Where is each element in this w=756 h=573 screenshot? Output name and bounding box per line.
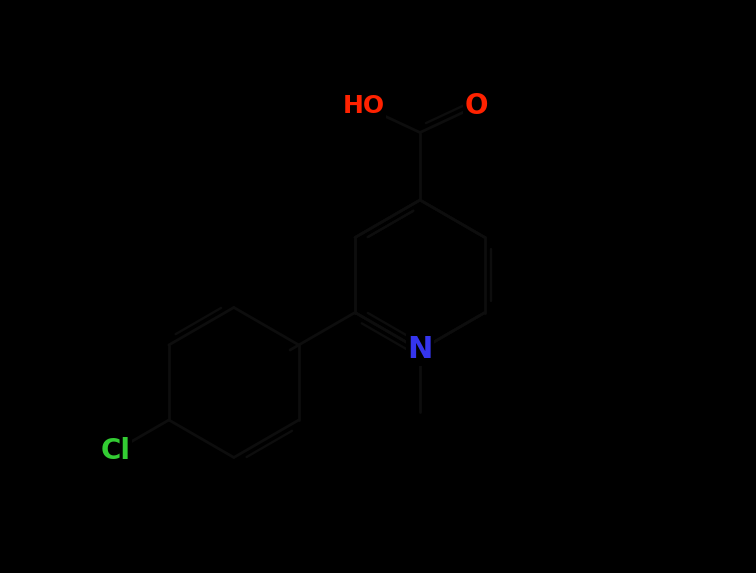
- Text: Cl: Cl: [101, 437, 131, 465]
- Text: HO: HO: [342, 94, 385, 118]
- Text: N: N: [407, 336, 432, 364]
- Text: O: O: [464, 92, 488, 120]
